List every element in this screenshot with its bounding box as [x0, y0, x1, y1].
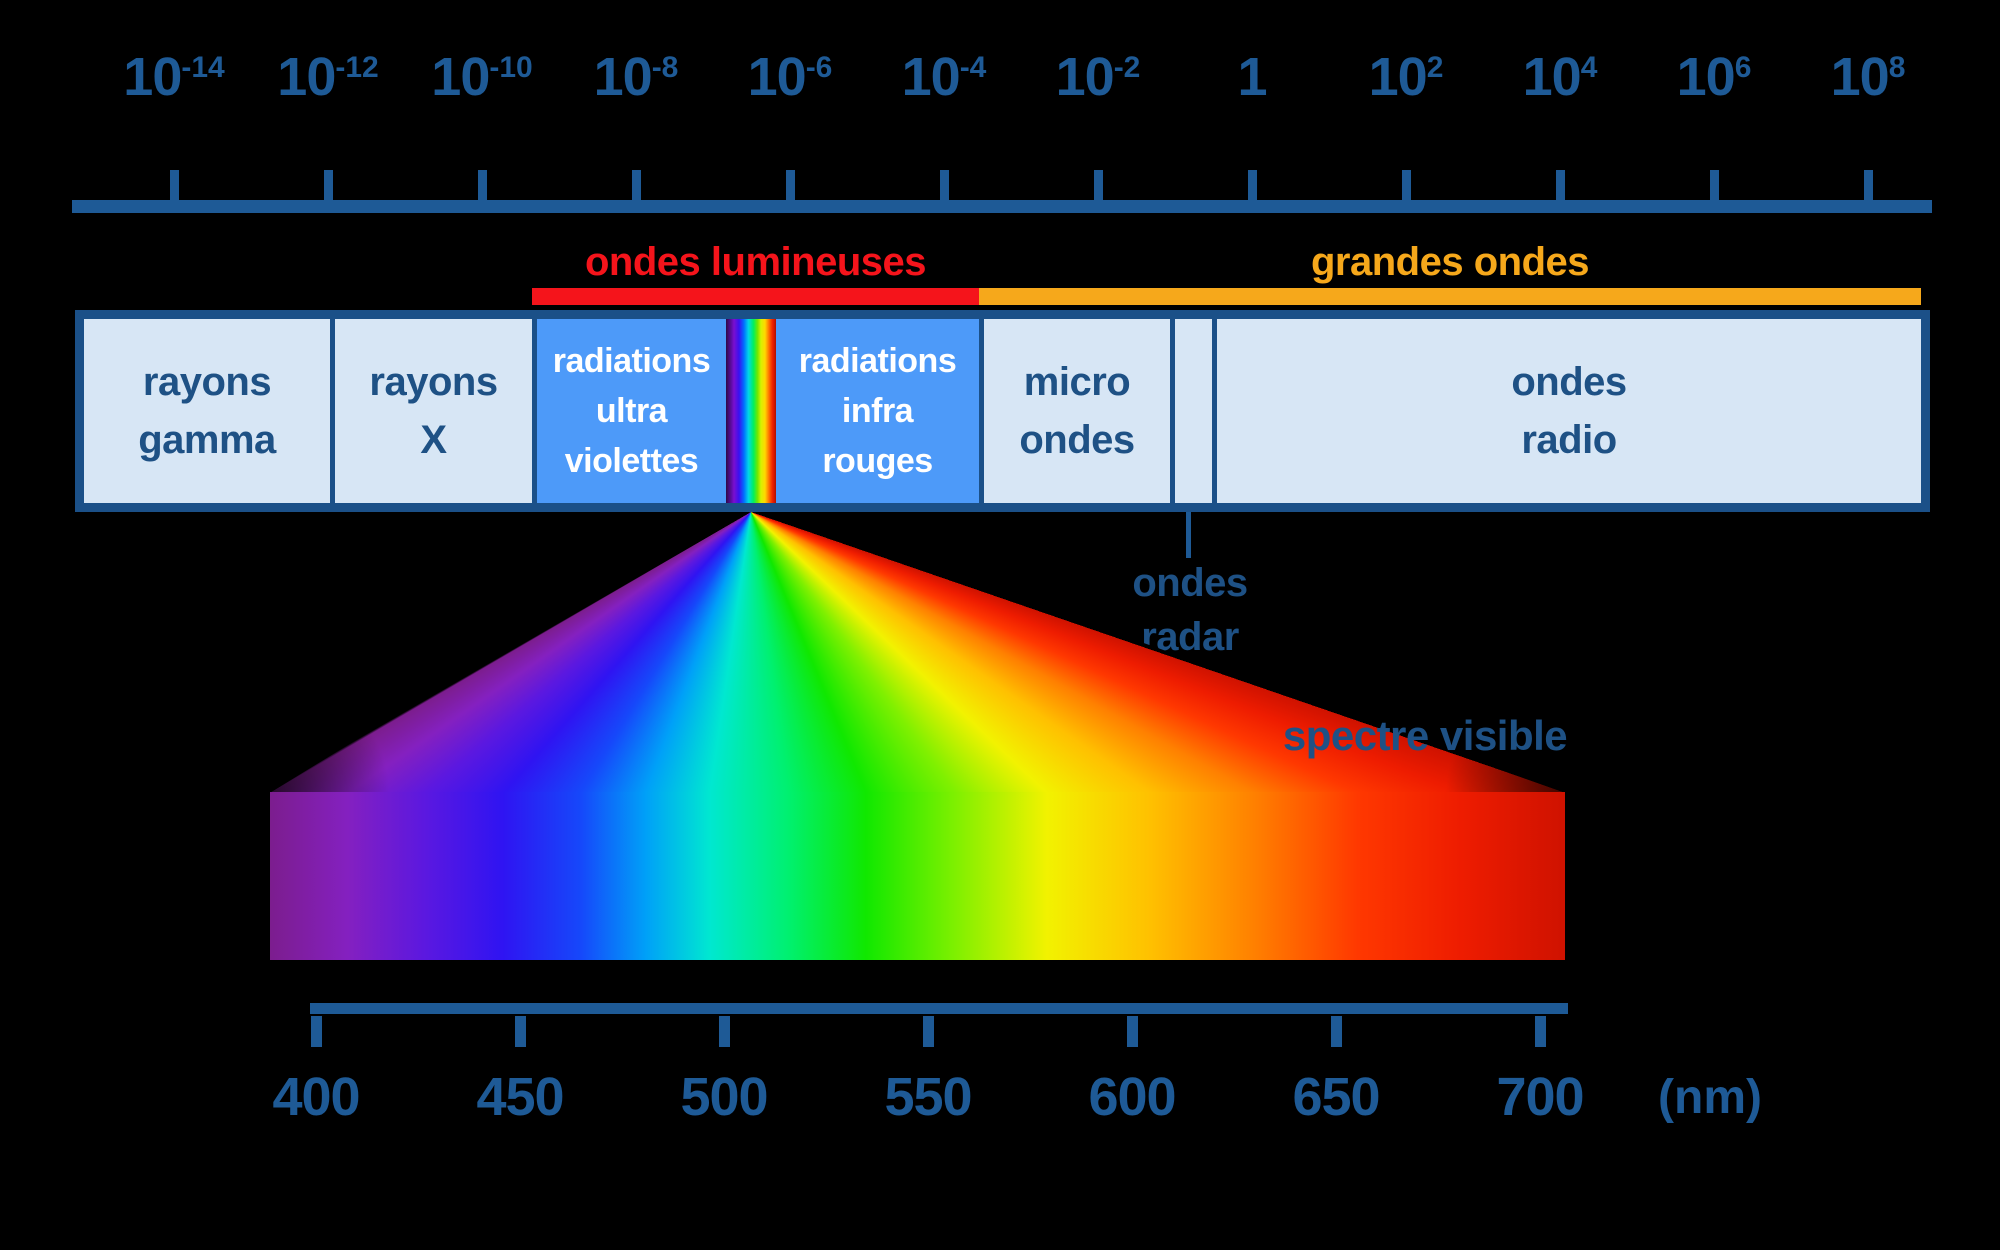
- nm-axis-label: 500: [680, 1067, 768, 1127]
- top-axis-label: 1: [1237, 46, 1267, 108]
- nm-axis-tick: [1127, 1016, 1138, 1047]
- top-axis-tick: [1248, 170, 1257, 201]
- nm-axis-tick: [515, 1016, 526, 1047]
- power-base: 10: [277, 47, 336, 107]
- band-cell-label: gamma: [138, 418, 276, 462]
- top-axis-label: 10-4: [902, 46, 987, 108]
- nm-axis-tick: [1331, 1016, 1342, 1047]
- power-exponent: -8: [651, 51, 679, 84]
- radar-label: ondes radar: [1132, 556, 1248, 664]
- band-cell-ondes-radar: [1170, 319, 1212, 503]
- top-axis-tick: [478, 170, 487, 201]
- power-base: 10: [1055, 47, 1115, 107]
- top-axis-tick: [940, 170, 949, 201]
- top-axis-tick: [1556, 170, 1565, 201]
- top-axis-label: 102: [1369, 46, 1444, 108]
- power-base: 1: [1237, 47, 1267, 107]
- power-exponent: 4: [1580, 51, 1598, 84]
- visible-spectrum-gradient-band: [270, 792, 1565, 960]
- band-cell-label: radio: [1521, 418, 1617, 462]
- power-base: 10: [1676, 47, 1736, 107]
- band-cell-label: ultra: [595, 392, 668, 430]
- radar-label-line: ondes: [1132, 561, 1248, 605]
- band-cell-label: radiations: [552, 342, 711, 380]
- power-base: 10: [901, 47, 961, 107]
- power-base: 10: [123, 47, 182, 107]
- band-cell-label: X: [420, 418, 447, 462]
- power-base: 10: [1368, 47, 1428, 107]
- power-exponent: -12: [335, 51, 379, 84]
- power-exponent: -6: [805, 51, 833, 84]
- band-cell-label: rayons: [142, 360, 272, 404]
- nm-axis-tick: [1535, 1016, 1546, 1047]
- top-axis-label: 108: [1831, 46, 1906, 108]
- top-axis-tick: [170, 170, 179, 201]
- nm-axis-label: 700: [1496, 1067, 1584, 1127]
- nm-axis-label: 550: [884, 1067, 972, 1127]
- visible-spectrum-strip: [726, 319, 776, 503]
- nm-axis-tick: [923, 1016, 934, 1047]
- nm-axis-tick: [311, 1016, 322, 1047]
- top-axis-label: 10-6: [748, 46, 833, 108]
- nm-axis-label: 650: [1292, 1067, 1380, 1127]
- nm-axis-label: 400: [272, 1067, 360, 1127]
- label-ondes-lumineuses: ondes lumineuses: [585, 240, 926, 284]
- top-axis-tick: [632, 170, 641, 201]
- orange-underline-bar: [979, 288, 1921, 305]
- power-base: 10: [593, 47, 653, 107]
- band-cell-rayons-x: rayons X: [330, 319, 532, 503]
- band-cell-label: infra: [841, 392, 914, 430]
- top-axis-tick: [786, 170, 795, 201]
- band-cell-ultraviolet: radiations ultra violettes: [532, 319, 726, 503]
- power-exponent: 8: [1888, 51, 1906, 84]
- top-axis-tick: [1094, 170, 1103, 201]
- top-axis-label: 106: [1677, 46, 1752, 108]
- power-exponent: -2: [1113, 51, 1141, 84]
- band-cell-ondes-radio: ondes radio: [1212, 319, 1921, 503]
- nm-axis-tick: [719, 1016, 730, 1047]
- top-axis-label: 10-12: [277, 46, 378, 108]
- band-cell-label: rayons: [369, 360, 498, 404]
- top-axis-label: 10-2: [1056, 46, 1141, 108]
- power-exponent: 6: [1734, 51, 1752, 84]
- power-exponent: -10: [489, 51, 533, 84]
- radar-pointer-line: [1186, 512, 1191, 558]
- band-cell-micro-ondes: micro ondes: [979, 319, 1170, 503]
- power-base: 10: [747, 47, 807, 107]
- red-underline-bar: [532, 288, 979, 305]
- power-exponent: -4: [959, 51, 987, 84]
- band-cell-infrarouge: radiations infra rouges: [776, 319, 979, 503]
- top-axis-label: 10-8: [594, 46, 679, 108]
- nm-axis-bar: [310, 1003, 1568, 1014]
- top-axis-bar: [72, 200, 1932, 213]
- top-axis-tick: [1710, 170, 1719, 201]
- top-axis-tick: [1402, 170, 1411, 201]
- nm-axis-label: 450: [476, 1067, 564, 1127]
- band-cell-label: violettes: [564, 442, 699, 480]
- power-base: 10: [431, 47, 490, 107]
- power-base: 10: [1522, 47, 1582, 107]
- power-exponent: 2: [1426, 51, 1444, 84]
- top-axis-label: 10-10: [431, 46, 532, 108]
- label-spectre-visible: spectre visible: [1282, 712, 1568, 759]
- power-base: 10: [1830, 47, 1890, 107]
- nm-axis-label: 600: [1088, 1067, 1176, 1127]
- band-cell-label: ondes: [1019, 418, 1135, 462]
- spectrum-band: rayons gamma rayons X radiations ultra v…: [75, 310, 1930, 512]
- power-exponent: -14: [181, 51, 225, 84]
- band-cell-rayons-gamma: rayons gamma: [84, 319, 330, 503]
- top-axis-tick: [324, 170, 333, 201]
- band-cell-label: micro: [1023, 360, 1131, 404]
- top-axis-label: 104: [1523, 46, 1598, 108]
- nm-unit-label: (nm): [1658, 1071, 1762, 1124]
- band-cell-label: rouges: [822, 442, 933, 480]
- band-cell-label: radiations: [798, 342, 957, 380]
- band-cell-label: ondes: [1511, 360, 1627, 404]
- top-axis-label: 10-14: [123, 46, 224, 108]
- label-grandes-ondes: grandes ondes: [1310, 240, 1590, 284]
- top-axis-tick: [1864, 170, 1873, 201]
